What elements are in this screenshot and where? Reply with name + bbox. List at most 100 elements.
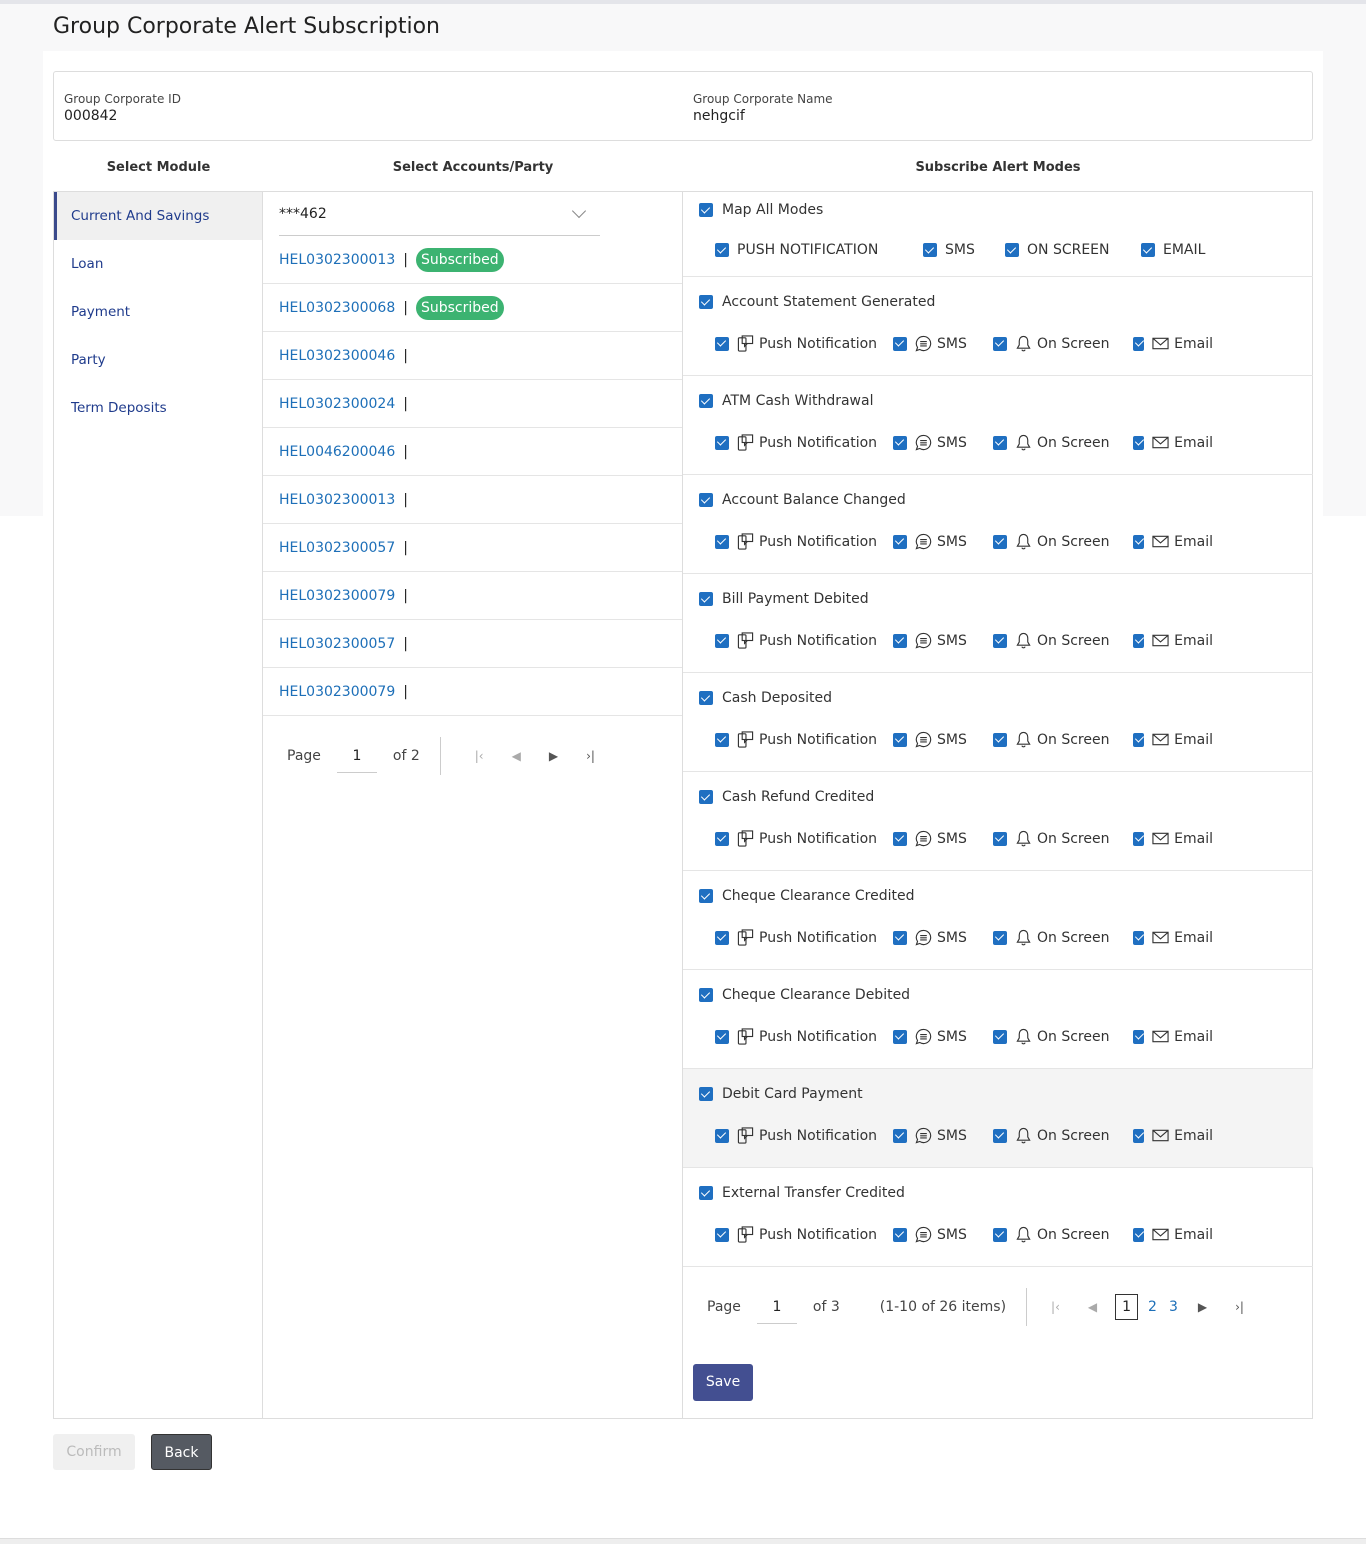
mode-checkbox[interactable] [715, 930, 729, 945]
mode-checkbox[interactable] [1133, 435, 1145, 450]
mode-checkbox[interactable] [715, 633, 729, 648]
mode-checkbox[interactable] [1133, 336, 1145, 351]
account-link[interactable]: HEL0302300079 [279, 587, 396, 604]
alert-checkbox[interactable] [699, 295, 713, 309]
alert-checkbox[interactable] [699, 394, 713, 408]
next-page-icon[interactable]: ▶ [1197, 1300, 1208, 1314]
mode-checkbox[interactable] [1133, 534, 1145, 549]
alert-checkbox[interactable] [699, 592, 713, 606]
alert-checkbox[interactable] [699, 889, 713, 903]
mode-checkbox[interactable] [893, 1128, 907, 1143]
page-number[interactable]: 1 [1115, 1294, 1139, 1320]
alert-modes-panel: Map All Modes PUSH NOTIFICATION SMS ON SCR… [683, 192, 1313, 1418]
email-icon [1152, 335, 1174, 352]
mode-checkbox[interactable] [1133, 1128, 1145, 1143]
mode-checkbox[interactable] [993, 930, 1007, 945]
email-icon [1152, 1127, 1174, 1144]
account-link[interactable]: HEL0302300013 [279, 491, 396, 508]
back-button[interactable]: Back [151, 1434, 212, 1470]
mode-checkbox[interactable] [993, 336, 1007, 351]
alert-checkbox[interactable] [699, 493, 713, 507]
confirm-button[interactable]: Confirm [53, 1434, 135, 1470]
first-page-icon[interactable]: |‹ [474, 749, 484, 763]
mode-checkbox[interactable] [893, 1227, 907, 1242]
page-number[interactable]: 3 [1168, 1299, 1178, 1315]
mode-checkbox[interactable] [993, 1227, 1007, 1242]
save-button[interactable]: Save [693, 1364, 753, 1401]
account-link[interactable]: HEL0302300024 [279, 395, 396, 412]
mode-label: Push Notification [759, 929, 878, 946]
alert-checkbox[interactable] [699, 988, 713, 1002]
map-mode-checkbox[interactable] [715, 243, 729, 257]
id-label: Group Corporate ID [64, 92, 181, 106]
account-link[interactable]: HEL0046200046 [279, 443, 396, 460]
module-item[interactable]: Party [71, 352, 106, 368]
module-item[interactable]: Term Deposits [71, 400, 167, 416]
mode-checkbox[interactable] [715, 732, 729, 747]
account-link[interactable]: HEL0302300046 [279, 347, 396, 364]
account-link[interactable]: HEL0302300057 [279, 539, 396, 556]
mode-checkbox[interactable] [893, 930, 907, 945]
account-link[interactable]: HEL0302300079 [279, 683, 396, 700]
last-page-icon[interactable]: ›| [586, 749, 595, 763]
mode-checkbox[interactable] [1133, 732, 1145, 747]
module-item[interactable]: Payment [71, 304, 131, 320]
map-mode-checkbox[interactable] [1141, 243, 1155, 257]
mode-checkbox[interactable] [715, 534, 729, 549]
mode-label: SMS [937, 731, 967, 748]
separator: | [403, 683, 408, 700]
prev-page-icon[interactable]: ◀ [1087, 1300, 1098, 1314]
mode-checkbox[interactable] [993, 1029, 1007, 1044]
mode-label: Email [1174, 1127, 1213, 1144]
mode-checkbox[interactable] [715, 1128, 729, 1143]
page-input[interactable]: 1 [756, 1291, 797, 1324]
mode-checkbox[interactable] [893, 732, 907, 747]
mode-checkbox[interactable] [1133, 1029, 1145, 1044]
page-input[interactable]: 1 [336, 740, 377, 773]
mode-checkbox[interactable] [1133, 831, 1145, 846]
account-select[interactable]: ***462 [279, 192, 600, 236]
push-notification-icon [737, 434, 759, 451]
mode-checkbox[interactable] [893, 534, 907, 549]
mode-checkbox[interactable] [993, 435, 1007, 450]
mode-checkbox[interactable] [715, 435, 729, 450]
map-all-checkbox[interactable] [699, 203, 713, 217]
next-page-icon[interactable]: ▶ [548, 749, 559, 763]
mode-checkbox[interactable] [1133, 633, 1145, 648]
mode-checkbox[interactable] [715, 1227, 729, 1242]
account-link[interactable]: HEL0302300013 [279, 251, 396, 268]
mode-checkbox[interactable] [715, 336, 729, 351]
alert-checkbox[interactable] [699, 691, 713, 705]
alert-checkbox[interactable] [699, 790, 713, 804]
mode-checkbox[interactable] [993, 831, 1007, 846]
map-mode-checkbox[interactable] [923, 243, 937, 257]
mode-checkbox[interactable] [893, 1029, 907, 1044]
mode-label: SMS [937, 929, 967, 946]
mode-checkbox[interactable] [893, 435, 907, 450]
mode-checkbox[interactable] [893, 831, 907, 846]
mode-checkbox[interactable] [715, 831, 729, 846]
mode-checkbox[interactable] [893, 336, 907, 351]
mode-checkbox[interactable] [893, 633, 907, 648]
mode-checkbox[interactable] [715, 1029, 729, 1044]
mode-checkbox[interactable] [993, 534, 1007, 549]
map-all-block: Map All Modes PUSH NOTIFICATION SMS ON SCR… [683, 192, 1313, 277]
module-item[interactable]: Current And Savings [54, 192, 262, 240]
map-mode-checkbox[interactable] [1005, 243, 1019, 257]
page-number[interactable]: 2 [1148, 1299, 1157, 1315]
mode-checkbox[interactable] [993, 633, 1007, 648]
mode-checkbox[interactable] [1133, 1227, 1145, 1242]
push-notification-icon [737, 335, 759, 352]
mode-checkbox[interactable] [993, 732, 1007, 747]
mode-checkbox[interactable] [993, 1128, 1007, 1143]
alert-checkbox[interactable] [699, 1186, 713, 1200]
account-link[interactable]: HEL0302300068 [279, 299, 396, 316]
last-page-icon[interactable]: ›| [1235, 1300, 1244, 1314]
account-select-value: ***462 [279, 205, 327, 222]
prev-page-icon[interactable]: ◀ [511, 749, 521, 763]
module-item[interactable]: Loan [71, 256, 104, 272]
first-page-icon[interactable]: |‹ [1051, 1300, 1060, 1314]
account-link[interactable]: HEL0302300057 [279, 635, 396, 652]
alert-checkbox[interactable] [699, 1087, 713, 1101]
mode-checkbox[interactable] [1133, 930, 1145, 945]
